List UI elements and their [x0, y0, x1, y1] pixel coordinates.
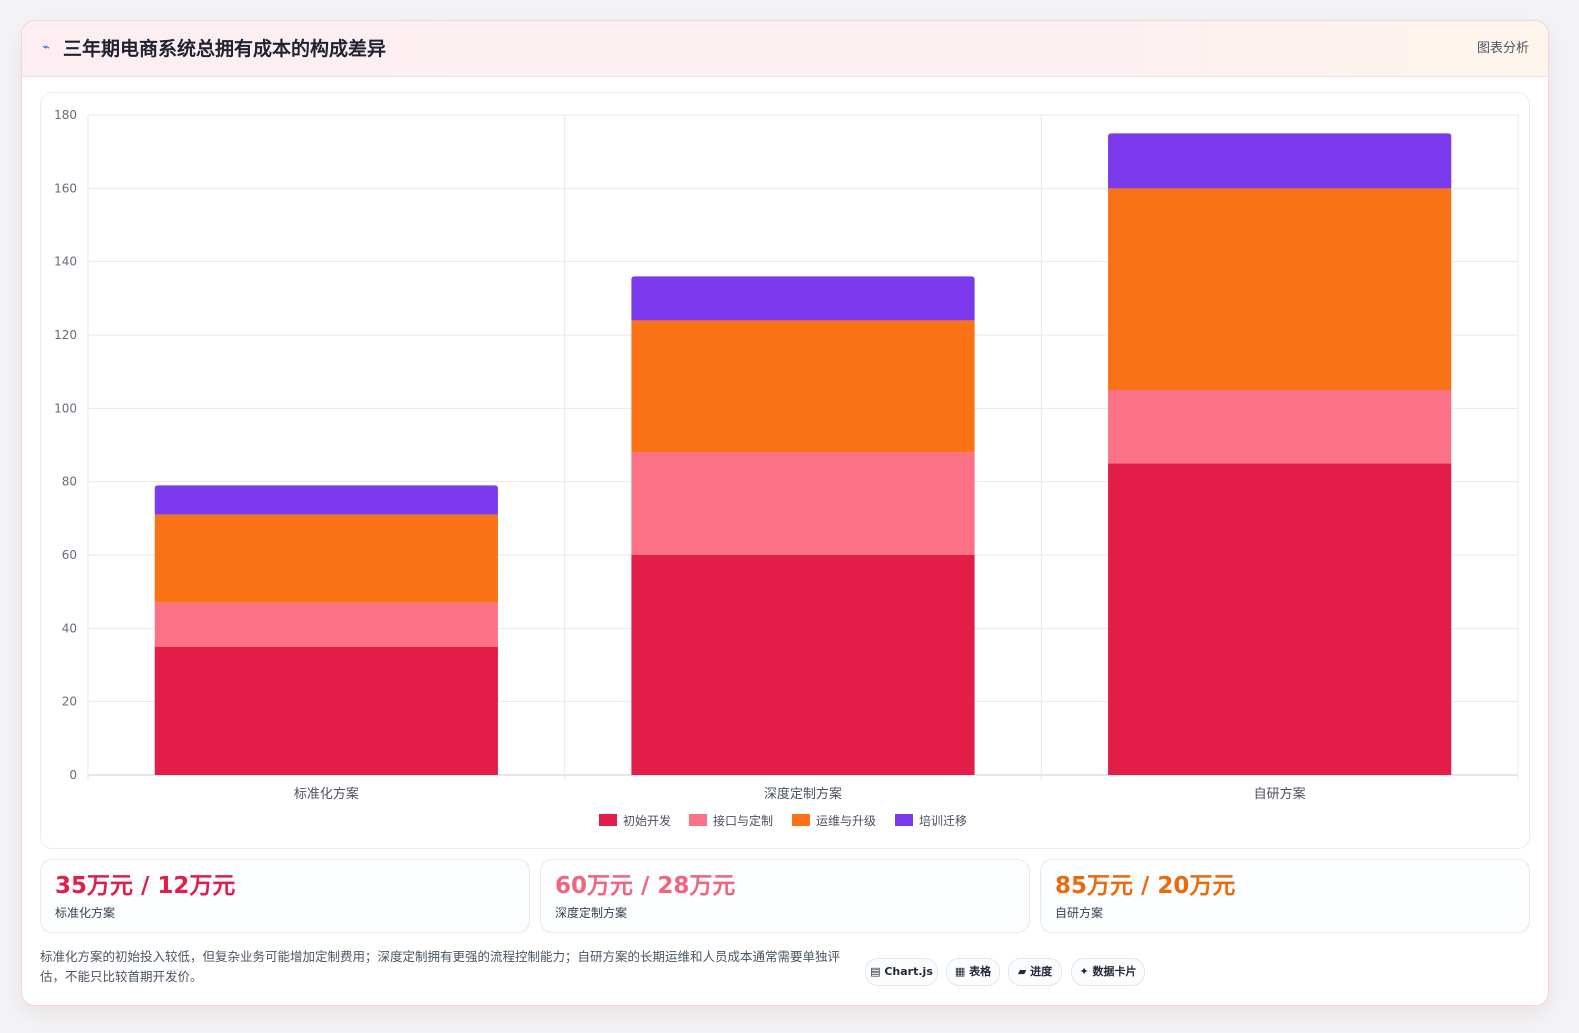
stat-card-inhouse: 85万元 / 20万元 自研方案: [1040, 859, 1530, 933]
chart-panel: 0 20 40 60 80 100 120 140 160 180 标准化方案 深度定制方案 自研方案初…: [40, 92, 1530, 849]
bar-segment: [1108, 463, 1452, 775]
bar-segment: [154, 646, 498, 775]
table-icon: ▦: [954, 965, 966, 978]
analysis-note: 标准化方案的初始投入较低，但复杂业务可能增加定制费用；深度定制拥有更强的流程控制…: [40, 949, 841, 984]
bar-segment: [631, 555, 975, 775]
stacked-bar-chart: 0 20 40 60 80 100 120 140 160 180 标准化方案 深度定制方案 自研方案初…: [54, 108, 1519, 828]
chip-label: 数据卡片: [1092, 965, 1137, 978]
legend-label: 初始开发: [623, 813, 671, 828]
stat-label: 标准化方案: [55, 906, 116, 920]
stat-label: 自研方案: [1055, 906, 1104, 920]
chip-progress[interactable]: ▰ 进度: [1008, 958, 1062, 986]
legend-label: 运维与升级: [816, 814, 876, 828]
stat-card-custom: 60万元 / 28万元 深度定制方案: [540, 859, 1030, 933]
chart-card: ⌁ 三年期电商系统总拥有成本的构成差异 图表分析 0 20 40 60 80 100 120…: [21, 20, 1549, 1006]
chip-data-card[interactable]: ✦ 数据卡片: [1071, 958, 1145, 986]
line-chart-icon: ⌁: [42, 40, 50, 55]
legend-swatch: [599, 814, 617, 826]
y-tick-label: 80: [62, 475, 77, 489]
legend-swatch: [895, 814, 913, 826]
y-tick-label: 40: [62, 621, 77, 635]
x-tick-label: 标准化方案: [294, 786, 359, 802]
legend-swatch: [792, 814, 810, 826]
y-tick-label: 100: [54, 401, 77, 415]
chip-chartjs[interactable]: ▤ Chart.js: [865, 958, 938, 986]
chip-label: 进度: [1030, 965, 1053, 978]
bar-segment: [154, 485, 498, 515]
chip-table[interactable]: ▦ 表格: [946, 958, 1000, 986]
stat-card-standard: 35万元 / 12万元 标准化方案: [40, 859, 530, 933]
y-tick-label: 60: [62, 548, 77, 562]
chip-label: 表格: [969, 965, 992, 978]
bar-segment: [631, 320, 975, 453]
y-tick-label: 160: [54, 181, 77, 195]
y-tick-label: 120: [54, 328, 77, 342]
legend-swatch: [689, 814, 707, 826]
chart-title: 三年期电商系统总拥有成本的构成差异: [63, 38, 387, 60]
chip-label: Chart.js: [884, 965, 933, 978]
legend-label: 接口与定制: [713, 813, 773, 828]
sparkle-icon: ✦: [1079, 965, 1089, 978]
bar-segment: [154, 602, 498, 647]
bar-segment: [1108, 390, 1452, 464]
stat-value: 60万元 / 28万元: [555, 873, 736, 899]
card-header: ⌁ 三年期电商系统总拥有成本的构成差异 图表分析: [22, 21, 1548, 77]
y-tick-label: 0: [69, 768, 77, 782]
stat-value: 35万元 / 12万元: [55, 873, 236, 899]
stat-label: 深度定制方案: [555, 906, 628, 920]
y-tick-label: 180: [54, 108, 77, 122]
progress-icon: ▰: [1017, 965, 1027, 978]
x-tick-label: 自研方案: [1254, 786, 1306, 802]
bar-segment: [631, 276, 975, 321]
bar-segment: [1108, 133, 1452, 189]
legend-label: 培训迁移: [919, 813, 967, 828]
bar-segment: [631, 452, 975, 555]
bar-segment: [154, 514, 498, 603]
y-tick-label: 20: [62, 695, 77, 709]
bar-segment: [1108, 188, 1452, 390]
x-tick-label: 深度定制方案: [764, 786, 842, 802]
stat-value: 85万元 / 20万元: [1055, 873, 1236, 899]
y-tick-label: 140: [54, 255, 77, 269]
chart-icon: ▤: [870, 965, 881, 978]
chart-analysis-link[interactable]: 图表分析: [1476, 41, 1529, 56]
